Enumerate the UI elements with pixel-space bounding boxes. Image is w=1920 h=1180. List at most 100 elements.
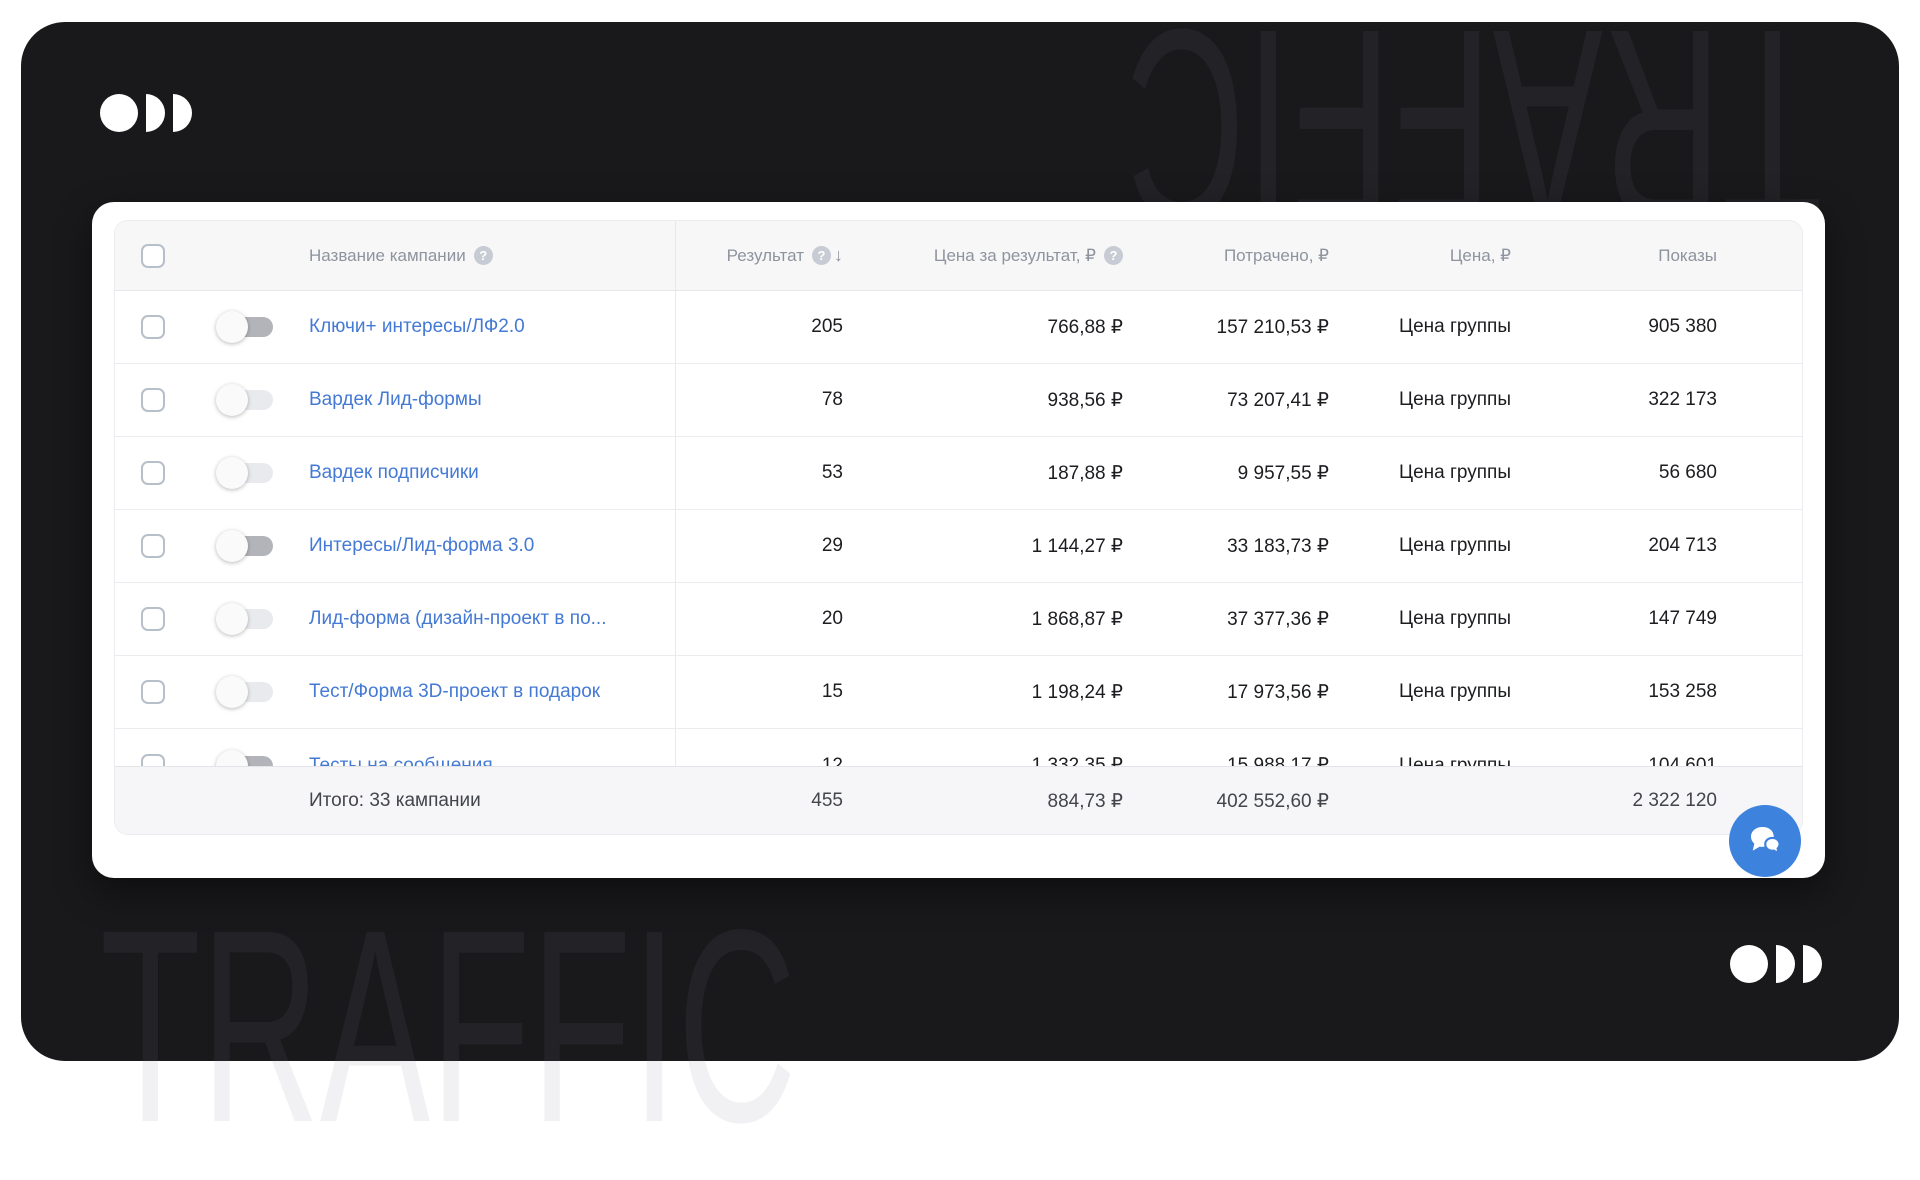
campaign-name-link[interactable]: Ключи+ интересы/ЛФ2.0 (309, 316, 525, 337)
totals-label: Итого: 33 кампании (309, 790, 481, 811)
sort-desc-icon[interactable]: ↓ (834, 245, 843, 265)
cost-per-result-value: 187,88 ₽ (1047, 462, 1123, 484)
toggle-knob (216, 311, 248, 343)
row-checkbox[interactable] (141, 388, 165, 412)
totals-spent: 402 552,60 ₽ (1216, 790, 1329, 812)
cost-per-result-value: 1 332,35 ₽ (1031, 755, 1123, 766)
column-header-spent[interactable]: Потрачено, ₽ (1223, 245, 1329, 265)
chat-support-button[interactable] (1729, 805, 1801, 877)
dark-frame: TRAFFIC TRAFFIC Название кампании ? Р (21, 22, 1899, 1061)
impressions-value: 905 380 (1648, 316, 1717, 337)
spent-value: 9 957,55 ₽ (1237, 462, 1329, 484)
campaign-name-link[interactable]: Лид-форма (дизайн-проект в по... (309, 608, 607, 629)
spent-value: 33 183,73 ₽ (1227, 535, 1329, 557)
table-row: Тест/Форма 3D-проект в подарок 15 1 198,… (115, 656, 1802, 729)
impressions-value: 56 680 (1658, 462, 1717, 483)
price-type-value: Цена группы (1399, 535, 1511, 556)
campaigns-table: Название кампании ? Результат ? ↓ Цена з… (114, 220, 1803, 835)
price-type-value: Цена группы (1399, 389, 1511, 410)
campaign-name-link[interactable]: Интересы/Лид-форма 3.0 (309, 535, 535, 556)
table-row: Вардек Лид-формы 78 938,56 ₽ 73 207,41 ₽… (115, 364, 1802, 437)
chat-bubbles-icon (1751, 827, 1781, 856)
table-row: Интересы/Лид-форма 3.0 29 1 144,27 ₽ 33 … (115, 510, 1802, 583)
column-header-name[interactable]: Название кампании ? (283, 221, 676, 290)
cost-per-result-value: 938,56 ₽ (1047, 389, 1123, 411)
impressions-value: 153 258 (1648, 681, 1717, 702)
spent-value: 157 210,53 ₽ (1216, 316, 1329, 338)
column-header-cost-per-result[interactable]: Цена за результат, ₽ ? (859, 221, 1139, 290)
table-row: Тесты на сообщения 12 1 332,35 ₽ 15 988,… (115, 729, 1802, 766)
result-value: 205 (811, 316, 843, 337)
totals-result: 455 (811, 790, 843, 811)
result-value: 20 (821, 608, 843, 629)
row-checkbox[interactable] (141, 461, 165, 485)
row-checkbox[interactable] (141, 753, 165, 766)
watermark-traffic-bottom: TRAFFIC (100, 873, 797, 1061)
logo-half-circle (146, 94, 165, 132)
row-checkbox[interactable] (141, 315, 165, 339)
logo-half-circle (173, 94, 192, 132)
toggle-knob (216, 457, 248, 489)
impressions-value: 204 713 (1648, 535, 1717, 556)
toggle-knob (216, 676, 248, 708)
help-icon[interactable]: ? (473, 246, 493, 265)
totals-cost-per-result: 884,73 ₽ (1047, 790, 1123, 812)
campaign-toggle[interactable] (216, 384, 273, 416)
select-all-checkbox[interactable] (141, 243, 165, 268)
column-header-impressions[interactable]: Показы (1658, 245, 1717, 265)
logo-circle (100, 94, 138, 132)
logo-circle (1730, 945, 1768, 983)
campaign-toggle[interactable] (216, 311, 273, 343)
help-icon[interactable]: ? (1104, 246, 1123, 265)
cost-per-result-value: 766,88 ₽ (1047, 316, 1123, 338)
price-type-value: Цена группы (1399, 316, 1511, 337)
campaign-name-link[interactable]: Вардек Лид-формы (309, 389, 482, 410)
totals-price (1345, 767, 1527, 834)
table-row: Вардек подписчики 53 187,88 ₽ 9 957,55 ₽… (115, 437, 1802, 510)
result-value: 12 (821, 754, 843, 767)
column-header-result[interactable]: Результат ? ↓ (726, 245, 843, 265)
price-type-value: Цена группы (1399, 681, 1511, 702)
result-value: 78 (821, 389, 843, 410)
cost-per-result-value: 1 868,87 ₽ (1031, 608, 1123, 630)
campaign-toggle[interactable] (216, 457, 273, 489)
toggle-knob (216, 603, 248, 635)
totals-impressions: 2 322 120 (1632, 790, 1717, 811)
brand-logo (1730, 945, 1822, 983)
toggle-knob (216, 384, 248, 416)
price-type-value: Цена группы (1399, 608, 1511, 629)
result-value: 15 (821, 681, 843, 702)
row-checkbox[interactable] (141, 680, 165, 704)
table-row: Ключи+ интересы/ЛФ2.0 205 766,88 ₽ 157 2… (115, 291, 1802, 364)
campaigns-card: Название кампании ? Результат ? ↓ Цена з… (92, 202, 1825, 878)
spent-value: 15 988,17 ₽ (1227, 755, 1329, 766)
help-icon[interactable]: ? (812, 246, 831, 265)
toggle-knob (216, 749, 248, 766)
campaign-toggle[interactable] (216, 749, 273, 766)
row-checkbox[interactable] (141, 607, 165, 631)
result-value: 53 (821, 462, 843, 483)
column-header-price[interactable]: Цена, ₽ (1449, 245, 1511, 265)
campaign-toggle[interactable] (216, 603, 273, 635)
impressions-value: 322 173 (1648, 389, 1717, 410)
cost-per-result-value: 1 144,27 ₽ (1031, 535, 1123, 557)
price-type-value: Цена группы (1399, 462, 1511, 483)
campaign-name-link[interactable]: Тесты на сообщения (309, 754, 493, 767)
price-type-value: Цена группы (1399, 754, 1511, 767)
result-value: 29 (821, 535, 843, 556)
table-header-row: Название кампании ? Результат ? ↓ Цена з… (115, 221, 1802, 291)
cost-per-result-value: 1 198,24 ₽ (1031, 681, 1123, 703)
campaign-name-link[interactable]: Вардек подписчики (309, 462, 479, 483)
logo-half-circle (1776, 945, 1795, 983)
spent-value: 73 207,41 ₽ (1227, 389, 1329, 411)
table-row: Лид-форма (дизайн-проект в по... 20 1 86… (115, 583, 1802, 656)
logo-half-circle (1803, 945, 1822, 983)
campaign-toggle[interactable] (216, 676, 273, 708)
spent-value: 17 973,56 ₽ (1227, 681, 1329, 703)
spent-value: 37 377,36 ₽ (1227, 608, 1329, 630)
toggle-knob (216, 530, 248, 562)
impressions-value: 104 601 (1648, 754, 1717, 767)
campaign-toggle[interactable] (216, 530, 273, 562)
campaign-name-link[interactable]: Тест/Форма 3D-проект в подарок (309, 681, 601, 702)
row-checkbox[interactable] (141, 534, 165, 558)
